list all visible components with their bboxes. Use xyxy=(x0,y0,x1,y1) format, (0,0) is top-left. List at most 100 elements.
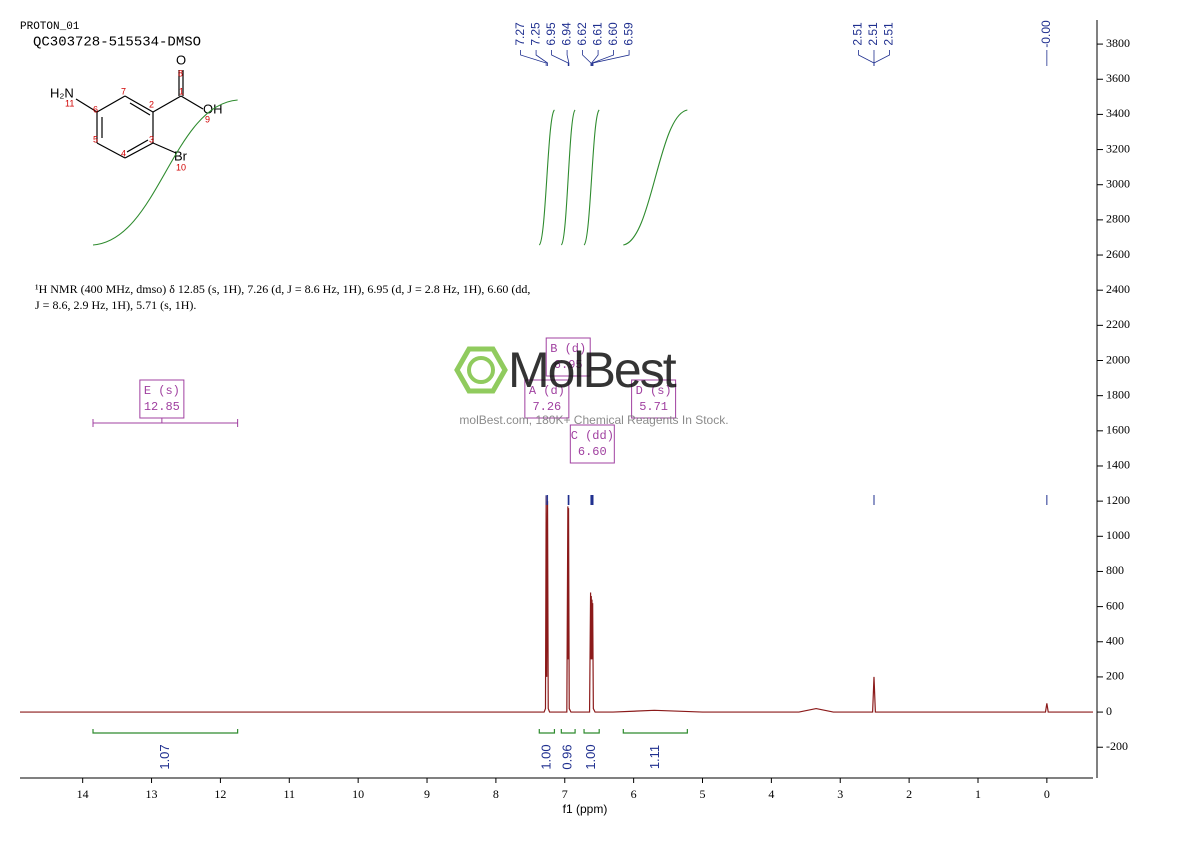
watermark-logo xyxy=(454,346,508,394)
y-tick-label: 3800 xyxy=(1106,36,1130,50)
peak-label: 2.51 xyxy=(866,22,880,46)
atom-number: 2 xyxy=(149,99,154,109)
structure xyxy=(75,70,204,159)
title: PROTON_01 xyxy=(20,21,80,33)
y-tick-label: 1600 xyxy=(1106,423,1130,437)
integral-curve xyxy=(623,109,688,246)
peak-label: 6.95 xyxy=(544,22,558,46)
peak-label: 7.27 xyxy=(513,22,527,46)
multiplet-shift: 6.60 xyxy=(578,445,607,459)
y-tick-label: 400 xyxy=(1106,634,1124,648)
x-tick-label: 7 xyxy=(562,787,568,801)
atom-label: O xyxy=(176,52,186,67)
x-tick-label: 1 xyxy=(975,787,981,801)
peak-connector xyxy=(858,50,875,66)
y-tick-label: 800 xyxy=(1106,563,1124,577)
peak-label: 6.94 xyxy=(559,22,573,46)
peak-connector xyxy=(592,50,630,66)
integral-bar xyxy=(560,729,576,734)
watermark-logo xyxy=(467,356,495,384)
peak-connector xyxy=(873,50,890,66)
integral-bar xyxy=(583,729,600,734)
description-line: J = 8.6, 2.9 Hz, 1H), 5.71 (s, 1H). xyxy=(35,298,196,312)
multiplet-box xyxy=(139,379,185,419)
atom-number: 8 xyxy=(178,68,183,78)
spectrum-line xyxy=(20,495,1093,713)
integral-label: 1.11 xyxy=(647,745,662,769)
x-tick-label: 6 xyxy=(631,787,637,801)
y-tick-label: 1200 xyxy=(1106,493,1130,507)
peak-connector xyxy=(582,50,592,66)
subtitle: QC303728-515534-DMSO xyxy=(33,35,201,51)
atom-label: H₂N xyxy=(50,85,74,100)
multiplet-box xyxy=(569,424,615,464)
integral-label: 1.00 xyxy=(583,744,598,769)
peak-connector xyxy=(566,50,570,66)
x-tick-label: 9 xyxy=(424,787,430,801)
atom-number: 6 xyxy=(93,104,98,114)
y-tick-label: 2000 xyxy=(1106,352,1130,366)
multiplet-name: C (dd) xyxy=(571,429,614,443)
multiplet-shift: 12.85 xyxy=(144,400,180,414)
peak-label: 6.61 xyxy=(590,22,604,46)
multiplet-shift: 5.71 xyxy=(639,400,668,414)
integral-curve xyxy=(538,109,555,246)
multiplet-shift: 7.26 xyxy=(532,400,561,414)
integral-bar xyxy=(538,729,556,734)
multiplet-name: D (s) xyxy=(636,384,672,398)
peak-connector xyxy=(591,50,614,66)
x-tick-label: 14 xyxy=(77,787,89,801)
peak-connector xyxy=(591,50,599,66)
y-tick-label: 200 xyxy=(1106,669,1124,683)
peak-label: 6.62 xyxy=(575,22,589,46)
x-tick-label: 4 xyxy=(768,787,774,801)
multiplet-name: E (s) xyxy=(144,384,180,398)
multiplet-box xyxy=(524,379,570,419)
y-tick-label: 1400 xyxy=(1106,458,1130,472)
atom-number: 11 xyxy=(65,98,74,108)
integral-curve xyxy=(92,99,238,246)
multiplet-box xyxy=(545,337,591,377)
watermark-brand: MolBest xyxy=(508,342,677,398)
x-tick-label: 0 xyxy=(1044,787,1050,801)
y-tick-label: 2400 xyxy=(1106,282,1130,296)
peak-label: 6.59 xyxy=(621,22,635,46)
x-tick-label: 3 xyxy=(837,787,843,801)
integral-label: 0.96 xyxy=(560,744,575,769)
x-tick-label: 13 xyxy=(146,787,158,801)
peak-connector xyxy=(535,50,548,66)
atom-number: 9 xyxy=(205,114,210,124)
peak-label: -0.00 xyxy=(1039,20,1053,48)
peak-label: 2.51 xyxy=(851,22,865,46)
y-tick-label: 1000 xyxy=(1106,528,1130,542)
integral-bar xyxy=(92,729,239,734)
x-tick-label: 12 xyxy=(214,787,226,801)
atom-number: 4 xyxy=(121,148,126,158)
watermark: MolBest molBest.com, 180K+ Chemical Reage… xyxy=(454,342,729,427)
integral-label: 1.00 xyxy=(538,744,553,769)
atom-number: 3 xyxy=(149,134,154,144)
atom-number: 5 xyxy=(93,134,98,144)
atom-number: 7 xyxy=(121,86,126,96)
atom-number: 10 xyxy=(176,162,186,172)
multiplet-range xyxy=(92,419,239,427)
x-axis-label: f1 (ppm) xyxy=(563,802,608,816)
description-line: ¹H NMR (400 MHz, dmso) δ 12.85 (s, 1H), … xyxy=(35,282,530,296)
y-tick-label: 3400 xyxy=(1106,106,1130,120)
atom-label: Br xyxy=(174,148,188,163)
peak-label: 7.25 xyxy=(528,22,542,46)
y-tick-label: 1800 xyxy=(1106,387,1130,401)
x-tick-label: 8 xyxy=(493,787,499,801)
y-tick-label: 2200 xyxy=(1106,317,1130,331)
watermark-tagline: molBest.com, 180K+ Chemical Reagents In … xyxy=(459,413,728,427)
multiplet-name: A (d) xyxy=(529,384,565,398)
peak-label: 6.60 xyxy=(606,22,620,46)
integral-curve xyxy=(560,109,576,246)
multiplet-shift: 6.95 xyxy=(554,358,583,372)
y-tick-label: -200 xyxy=(1106,739,1128,753)
integral-label: 1.07 xyxy=(157,744,172,769)
x-tick-label: 2 xyxy=(906,787,912,801)
multiplet-name: B (d) xyxy=(550,342,586,356)
y-tick-label: 600 xyxy=(1106,598,1124,612)
